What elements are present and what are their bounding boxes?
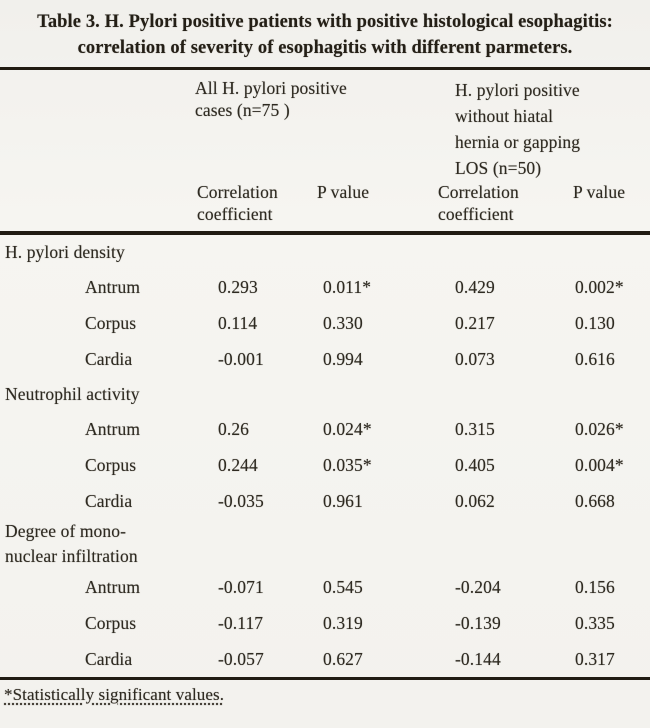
cell-pvalue-2: 0.156 [575,576,615,597]
column-group-without-hernia: H. pylori positive without hiatal hernia… [455,80,581,178]
subheader-correlation-coefficient-1: Correlation coefficient [197,182,278,224]
cell-correlation-2: 0.217 [455,312,495,333]
cell-pvalue-1: 0.024* [323,418,372,439]
cell-correlation-1: -0.071 [218,576,264,597]
subheader-p-value-2: P value [573,182,626,202]
table-body: H. pylori density Antrum 0.293 0.011* 0.… [0,235,650,677]
cell-correlation-1: 0.293 [218,276,258,297]
table-header: All H. pylori positive cases (n=75 ) H. … [0,70,650,231]
cell-correlation-1: -0.057 [218,648,264,669]
cell-pvalue-1: 0.330 [323,312,363,333]
cell-pvalue-2: 0.004* [575,454,624,475]
cell-pvalue-1: 0.994 [323,348,363,369]
table-row: Antrum 0.293 0.011* 0.429 0.002* [0,269,650,305]
table-row: Cardia -0.035 0.961 0.062 0.668 [0,483,650,519]
section-label-neutrophil-activity: Neutrophil activity [5,383,140,404]
cell-correlation-2: 0.429 [455,276,495,297]
row-site-label: Antrum [85,576,141,597]
cell-correlation-1: 0.244 [218,454,258,475]
cell-pvalue-1: 0.319 [323,612,363,633]
subheader-p-value-1: P value [317,182,370,202]
cell-correlation-2: -0.139 [455,612,501,633]
cell-pvalue-2: 0.002* [575,276,624,297]
table-row: Cardia -0.001 0.994 0.073 0.616 [0,341,650,377]
table-row: Cardia -0.057 0.627 -0.144 0.317 [0,641,650,677]
row-site-label: Cardia [85,648,133,669]
table-row: Corpus 0.114 0.330 0.217 0.130 [0,305,650,341]
table-row: Antrum -0.071 0.545 -0.204 0.156 [0,569,650,605]
cell-pvalue-1: 0.961 [323,490,363,511]
row-site-label: Corpus [85,612,137,633]
cell-pvalue-2: 0.616 [575,348,615,369]
cell-correlation-2: 0.405 [455,454,495,475]
row-site-label: Antrum [85,276,141,297]
row-site-label: Cardia [85,348,133,369]
table-row: Antrum 0.26 0.024* 0.315 0.026* [0,411,650,447]
column-group-all-cases: All H. pylori positive cases (n=75 ) [195,78,347,120]
table-title: Table 3. H. Pylori positive patients wit… [37,12,613,58]
section-label-mononuclear-infiltration: Degree of mono- nuclear infiltration [5,521,138,566]
row-site-label: Corpus [85,312,137,333]
cell-pvalue-2: 0.335 [575,612,615,633]
footnote: *Statistically significant values. [4,685,225,704]
cell-correlation-1: 0.26 [218,418,250,439]
table-row: Corpus 0.244 0.035* 0.405 0.004* [0,447,650,483]
section-label-hpylori-density: H. pylori density [5,241,125,262]
cell-correlation-1: -0.035 [218,490,264,511]
cell-correlation-2: -0.144 [455,648,501,669]
row-site-label: Corpus [85,454,137,475]
cell-correlation-2: 0.315 [455,418,495,439]
cell-pvalue-2: 0.317 [575,648,615,669]
cell-correlation-1: -0.117 [218,612,264,633]
cell-pvalue-1: 0.545 [323,576,363,597]
cell-pvalue-1: 0.035* [323,454,372,475]
table-row: Corpus -0.117 0.319 -0.139 0.335 [0,605,650,641]
top-rule [0,67,650,70]
cell-correlation-2: 0.062 [455,490,495,511]
cell-correlation-2: -0.204 [455,576,501,597]
cell-pvalue-2: 0.130 [575,312,615,333]
header-rule [0,231,650,235]
cell-pvalue-1: 0.627 [323,648,363,669]
bottom-rule [0,677,650,680]
cell-correlation-1: -0.001 [218,348,264,369]
row-site-label: Cardia [85,490,133,511]
cell-pvalue-2: 0.026* [575,418,624,439]
subheader-correlation-coefficient-2: Correlation coefficient [438,182,519,224]
cell-pvalue-1: 0.011* [323,276,372,297]
column-group-row: All H. pylori positive cases (n=75 ) H. … [0,70,650,181]
cell-pvalue-2: 0.668 [575,490,615,511]
subheader-row: Correlation coefficient P value Correlat… [0,181,650,231]
row-site-label: Antrum [85,418,141,439]
cell-correlation-1: 0.114 [218,312,258,333]
cell-correlation-2: 0.073 [455,348,495,369]
